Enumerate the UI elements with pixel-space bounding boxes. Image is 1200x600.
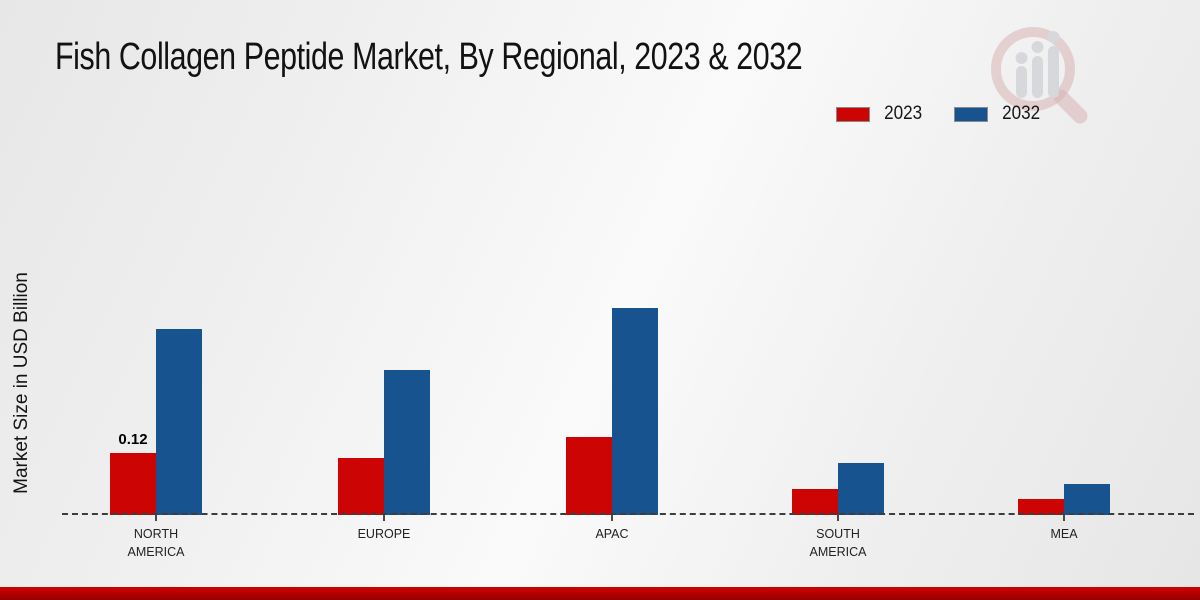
bar-2023-north-america xyxy=(110,453,156,515)
legend-label: 2032 xyxy=(1002,103,1041,124)
bar-2032-apac xyxy=(612,308,658,515)
x-axis-tick xyxy=(1063,515,1065,521)
category-label: MEA xyxy=(1050,527,1078,541)
bar-2032-north-america xyxy=(156,329,202,515)
legend-item-2032: 2032 xyxy=(954,103,1042,125)
bar-2023-south-america xyxy=(792,489,838,515)
bar-2023-europe xyxy=(338,458,384,515)
footer-stripe xyxy=(0,587,1200,600)
bar-chart-magnifier-logo-icon xyxy=(991,27,1088,124)
legend-label: 2023 xyxy=(884,103,923,124)
bar-2032-mea xyxy=(1064,484,1110,515)
bar-2023-mea xyxy=(1018,499,1064,515)
bar-2032-south-america xyxy=(838,463,884,515)
chart-title: Fish Collagen Peptide Market, By Regiona… xyxy=(55,36,803,78)
legend-swatch xyxy=(954,106,989,122)
x-axis-baseline xyxy=(62,513,1194,515)
x-axis-tick xyxy=(611,515,613,521)
legend: 2023 2032 xyxy=(836,103,1043,125)
category-label: NORTH AMERICA xyxy=(127,527,185,559)
category-label: SOUTH AMERICA xyxy=(809,527,867,559)
category-label: APAC xyxy=(595,527,629,541)
bar-2032-europe xyxy=(384,370,430,515)
legend-item-2023: 2023 xyxy=(836,103,924,125)
x-axis-tick xyxy=(155,515,157,521)
category-label: EUROPE xyxy=(357,527,411,541)
bar-value-label: 0.12 xyxy=(118,431,148,448)
legend-swatch xyxy=(836,106,870,122)
x-axis-tick xyxy=(383,515,385,521)
bar-2023-apac xyxy=(566,437,612,515)
x-axis-tick xyxy=(837,515,839,521)
